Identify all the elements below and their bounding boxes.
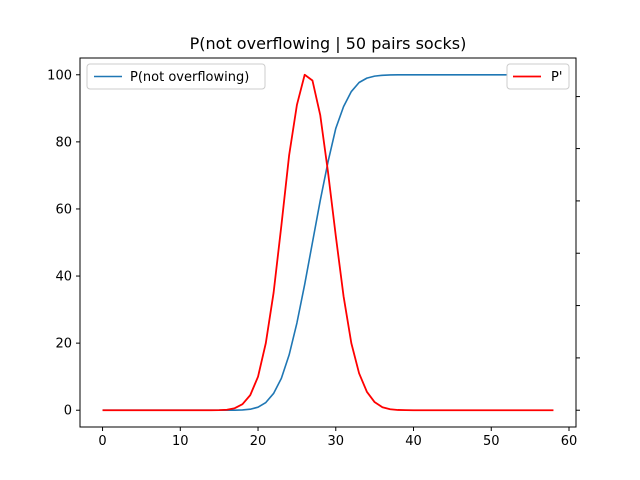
legend-label: P'	[551, 70, 562, 85]
plot-area: 0 10 20 30 40 50 60 0 20 40 60 80 100 P(not overflowi…	[47, 57, 580, 449]
x-tick-label: 60	[561, 434, 578, 449]
legend-label: P(not overflowing)	[130, 70, 249, 85]
y-tick-label: 80	[55, 135, 72, 150]
series-line-p-not-overflowing	[102, 73, 554, 412]
series-line-p-prime	[102, 73, 554, 412]
y-tick-label: 100	[47, 68, 72, 83]
plot-frame	[79, 57, 577, 428]
x-tick-label: 10	[172, 434, 189, 449]
chart-title: P(not overflowing | 50 pairs socks)	[190, 34, 467, 53]
y-tick-label: 40	[55, 270, 72, 285]
x-tick-label: 40	[405, 434, 422, 449]
legend-left: P(not overflowing)	[86, 63, 266, 90]
x-tick-label: 0	[98, 434, 106, 449]
legend-box	[86, 63, 266, 90]
legend-right: P'	[506, 63, 570, 90]
y-tick-label: 0	[64, 404, 72, 419]
y-tick-label: 20	[55, 337, 72, 352]
x-tick-label: 30	[328, 434, 345, 449]
x-tick-label: 50	[483, 434, 500, 449]
x-tick-label: 20	[250, 434, 267, 449]
y-tick-label: 60	[55, 202, 72, 217]
